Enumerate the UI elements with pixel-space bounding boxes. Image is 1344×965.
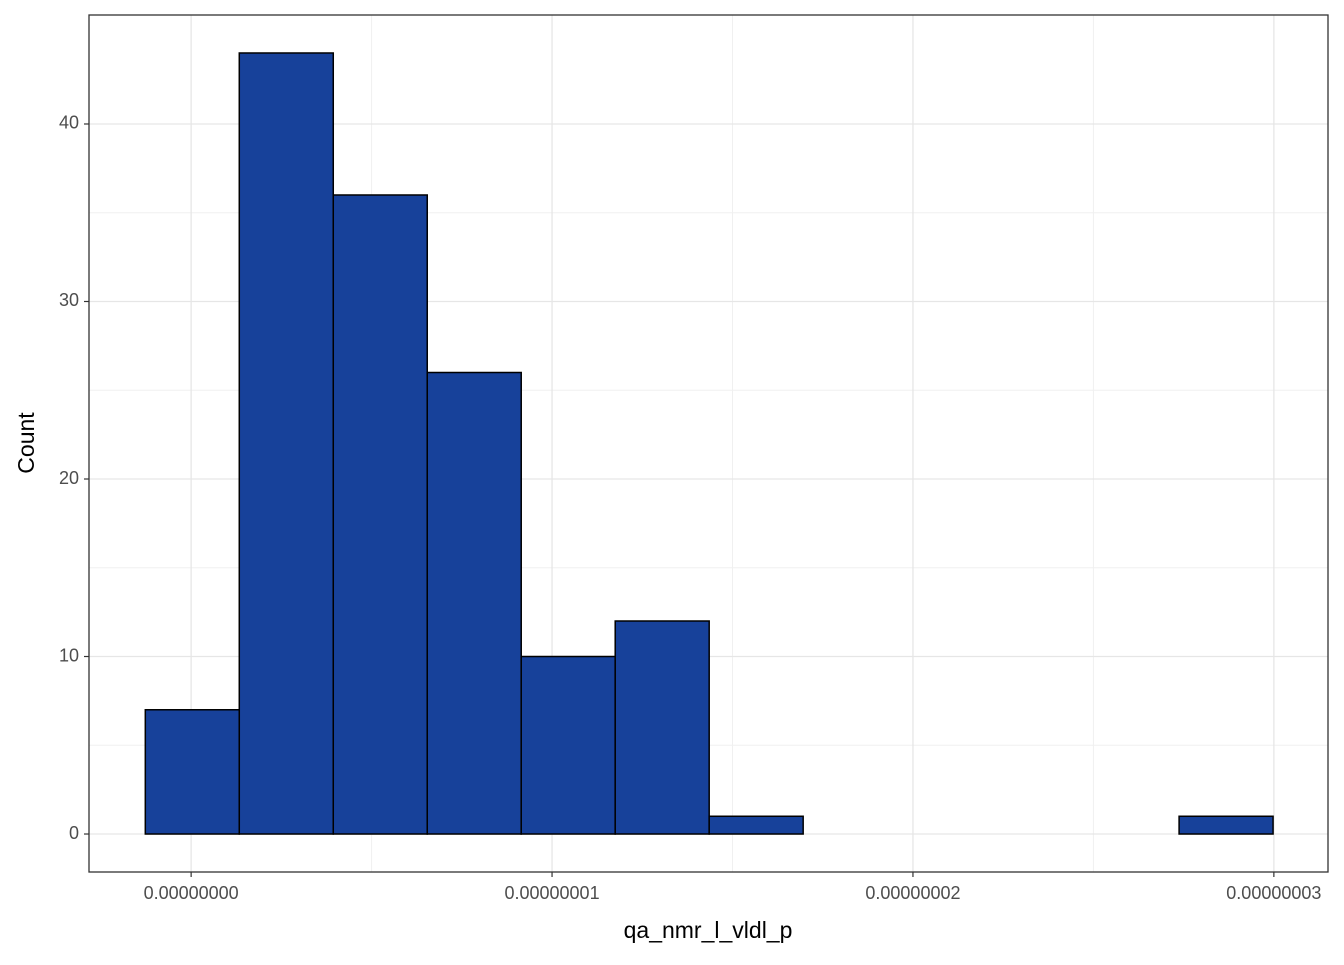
y-tick-label: 40 [59,113,79,133]
x-tick-label: 0.00000003 [1226,883,1321,903]
y-tick-label: 20 [59,468,79,488]
bar [426,371,522,835]
x-tick-label: 0.00000000 [144,883,239,903]
x-axis-title: qa_nmr_l_vldl_p [624,917,793,943]
bar [1178,815,1274,835]
x-tick-label: 0.00000001 [504,883,599,903]
bar [332,194,428,835]
bar [520,655,616,835]
panel-border [88,14,1329,873]
y-tick-label: 30 [59,290,79,310]
bar [144,709,241,835]
y-axis-title: Count [13,412,39,474]
bar [708,815,804,835]
bar [238,52,335,835]
bar [614,620,710,835]
y-tick-label: 10 [59,645,79,665]
y-tick-label: 0 [69,823,79,843]
x-tick-label: 0.00000002 [865,883,960,903]
